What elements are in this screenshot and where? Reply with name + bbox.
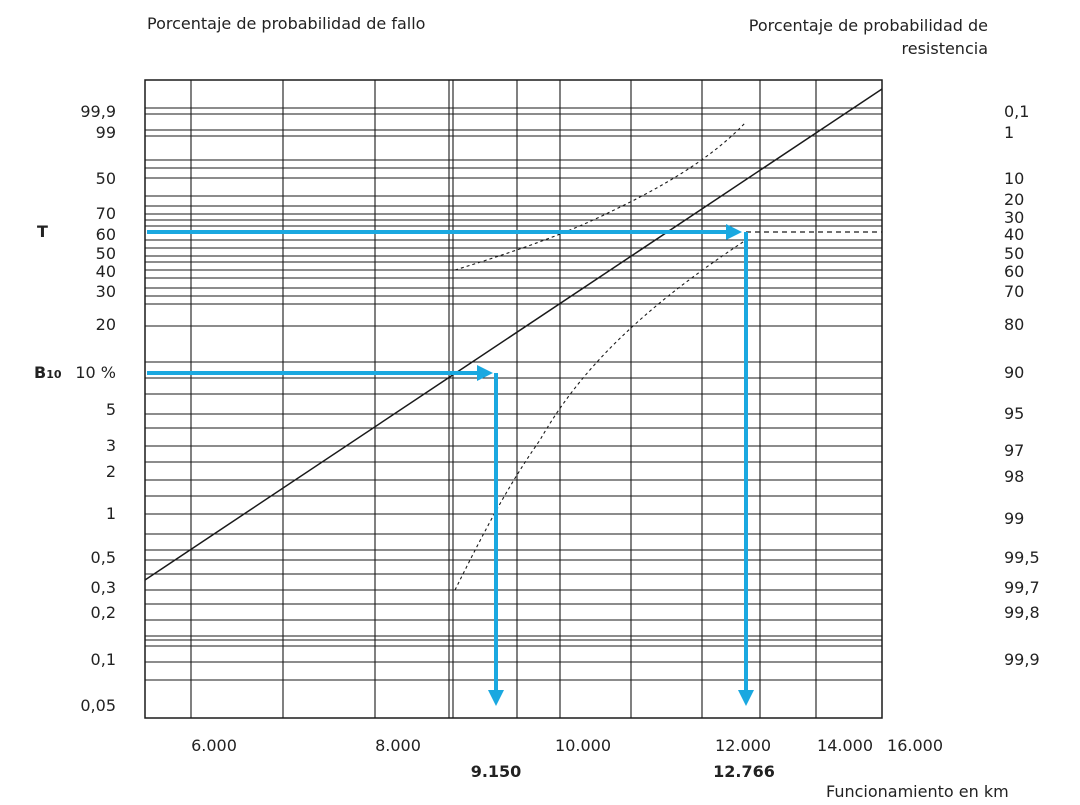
y-tick-left: 5 <box>105 400 116 419</box>
left-axis-title: Porcentaje de probabilidad de fallo <box>147 14 426 33</box>
y-tick-right: 97 <box>1004 441 1025 460</box>
right-axis-title-line2: resistencia <box>901 39 989 58</box>
x-tick-label: 10.000 <box>555 736 611 755</box>
y-tick-left: 2 <box>105 462 116 481</box>
y-tick-right: 1 <box>1004 123 1015 142</box>
y-tick-right: 99,7 <box>1004 578 1040 597</box>
y-tick-right: 90 <box>1004 363 1025 382</box>
x-tick-label: 6.000 <box>191 736 237 755</box>
y-tick-left: 0,5 <box>90 548 116 567</box>
y-tick-right: 99,5 <box>1004 548 1040 567</box>
y-tick-right: 99 <box>1004 509 1025 528</box>
x-axis-title: Funcionamiento en km <box>826 782 1009 801</box>
y-tick-left: 40 <box>95 262 116 281</box>
right-axis-title: Porcentaje de probabilidad de resistenci… <box>749 14 988 60</box>
y-tick-left: 0,2 <box>90 603 116 622</box>
y-tick-left: 50 <box>95 244 116 263</box>
marker-x-value: 12.766 <box>713 762 775 781</box>
y-tick-left: 3 <box>105 436 116 455</box>
y-tick-right: 60 <box>1004 262 1025 281</box>
y-tick-left: 1 <box>105 504 116 523</box>
y-tick-left: 0,1 <box>90 650 116 669</box>
y-tick-left: 99 <box>95 123 116 142</box>
weibull-fit-line <box>144 88 883 581</box>
x-tick-label: 8.000 <box>375 736 421 755</box>
b10-marker-subscript: 10 <box>46 368 62 381</box>
lower-confidence-curve <box>454 239 747 591</box>
y-tick-left: 30 <box>95 282 116 301</box>
marker-x-value: 9.150 <box>470 762 522 781</box>
y-tick-left: 50 <box>95 169 116 188</box>
b10-marker-label: B10 <box>34 363 62 382</box>
y-tick-right: 95 <box>1004 404 1025 423</box>
b10-marker-letter: B <box>34 363 47 382</box>
y-tick-right: 10 <box>1004 169 1025 188</box>
y-tick-left: 60 <box>95 225 116 244</box>
y-tick-right: 70 <box>1004 282 1025 301</box>
y-tick-right: 80 <box>1004 315 1025 334</box>
y-tick-left: 70 <box>95 204 116 223</box>
y-tick-left: 99,9 <box>80 102 116 121</box>
plot-frame <box>144 79 883 719</box>
y-tick-right: 99,9 <box>1004 650 1040 669</box>
y-tick-left: 0,05 <box>80 696 116 715</box>
t-marker-label: T <box>37 222 48 241</box>
y-tick-right: 0,1 <box>1004 102 1030 121</box>
y-tick-left: 20 <box>95 315 116 334</box>
y-tick-right: 98 <box>1004 467 1025 486</box>
x-tick-label: 16.000 <box>887 736 943 755</box>
y-tick-right: 20 <box>1004 190 1025 209</box>
x-tick-label: 12.000 <box>715 736 771 755</box>
y-tick-left: 0,3 <box>90 578 116 597</box>
y-tick-right: 99,8 <box>1004 603 1040 622</box>
y-tick-right: 40 <box>1004 225 1025 244</box>
y-tick-left: 10 % <box>75 363 116 382</box>
y-tick-right: 50 <box>1004 244 1025 263</box>
right-axis-title-line1: Porcentaje de probabilidad de <box>748 16 988 35</box>
x-tick-label: 14.000 <box>817 736 873 755</box>
y-tick-right: 30 <box>1004 208 1025 227</box>
